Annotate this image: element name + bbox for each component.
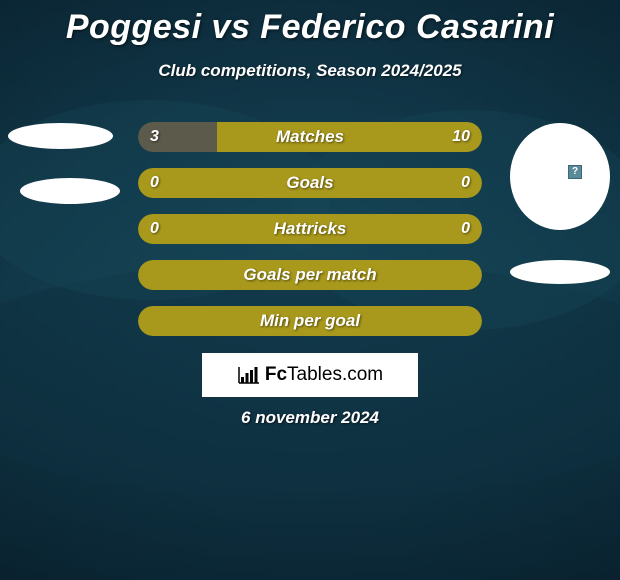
stat-row-min-per-goal: Min per goal (138, 306, 482, 336)
stat-label: Min per goal (138, 306, 482, 336)
player-left-shape-2 (20, 178, 120, 204)
stat-row-goals: Goals0 0 (138, 168, 482, 198)
date-label: 6 november 2024 (0, 408, 620, 428)
stat-row-matches: Matches3 10 (138, 122, 482, 152)
stat-value-right: 0 (461, 168, 470, 198)
fctables-logo[interactable]: FcTables.com (202, 353, 418, 397)
broken-image-icon: ? (568, 165, 582, 179)
stat-value-left: 3 (150, 122, 159, 152)
stat-value-left: 0 (150, 214, 159, 244)
stat-label: Goals (138, 168, 482, 198)
stat-row-hattricks: Hattricks0 0 (138, 214, 482, 244)
logo-text: FcTables.com (265, 364, 383, 386)
stat-value-right: 0 (461, 214, 470, 244)
stat-label: Hattricks (138, 214, 482, 244)
player-left-shape-1 (8, 123, 113, 149)
stats-container: Matches310Goals00Hattricks00Goals per ma… (138, 122, 482, 352)
stat-value-right: 10 (452, 122, 470, 152)
player-right-avatar-placeholder: ? (510, 123, 610, 230)
stat-value-left: 0 (150, 168, 159, 198)
stat-label: Matches (138, 122, 482, 152)
subtitle: Club competitions, Season 2024/2025 (0, 61, 620, 81)
bar-chart-icon (237, 365, 261, 385)
player-right-shape-2 (510, 260, 610, 284)
page-title: Poggesi vs Federico Casarini (0, 0, 620, 47)
stat-label: Goals per match (138, 260, 482, 290)
stat-row-goals-per-match: Goals per match (138, 260, 482, 290)
